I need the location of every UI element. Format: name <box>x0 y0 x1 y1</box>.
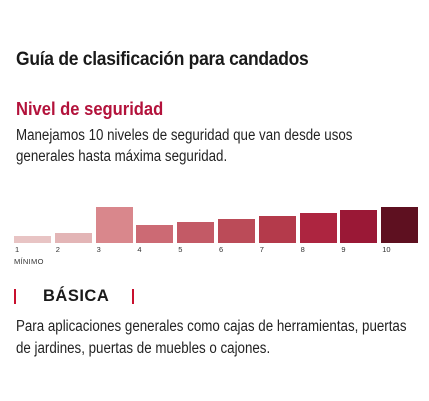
page-title: Guía de clasificación para candados <box>16 49 309 70</box>
level-bar-6[interactable] <box>218 219 255 243</box>
minimum-label: MÍNIMO <box>14 257 44 266</box>
level-bar-3[interactable] <box>95 207 133 243</box>
level-bar-4[interactable] <box>136 225 174 243</box>
level-divider-right <box>132 289 134 304</box>
level-bar-5[interactable] <box>177 222 215 243</box>
level-tick-8: 8 <box>300 245 305 254</box>
level-bar-9[interactable] <box>340 210 378 243</box>
level-bar-1[interactable] <box>14 235 51 243</box>
level-bar-10[interactable] <box>381 207 419 243</box>
level-tick-4: 4 <box>137 245 142 254</box>
level-tick-2: 2 <box>55 245 60 254</box>
level-tick-3: 3 <box>96 245 101 254</box>
level-bar-8[interactable] <box>299 213 337 243</box>
level-tick-9: 9 <box>341 245 346 254</box>
level-divider-left <box>14 289 16 304</box>
level-tick-10: 10 <box>382 245 391 254</box>
level-bar-2[interactable] <box>54 233 92 243</box>
level-tick-1: 1 <box>15 245 20 254</box>
level-name: BÁSICA <box>43 287 110 305</box>
level-tick-5: 5 <box>178 245 183 254</box>
level-bar-7[interactable] <box>258 216 296 243</box>
level-description: Para aplicaciones generales como cajas d… <box>16 318 407 357</box>
section-description: Manejamos 10 niveles de seguridad que va… <box>16 127 353 165</box>
level-tick-6: 6 <box>219 245 224 254</box>
section-title: Nivel de seguridad <box>16 99 164 119</box>
level-tick-7: 7 <box>259 245 264 254</box>
